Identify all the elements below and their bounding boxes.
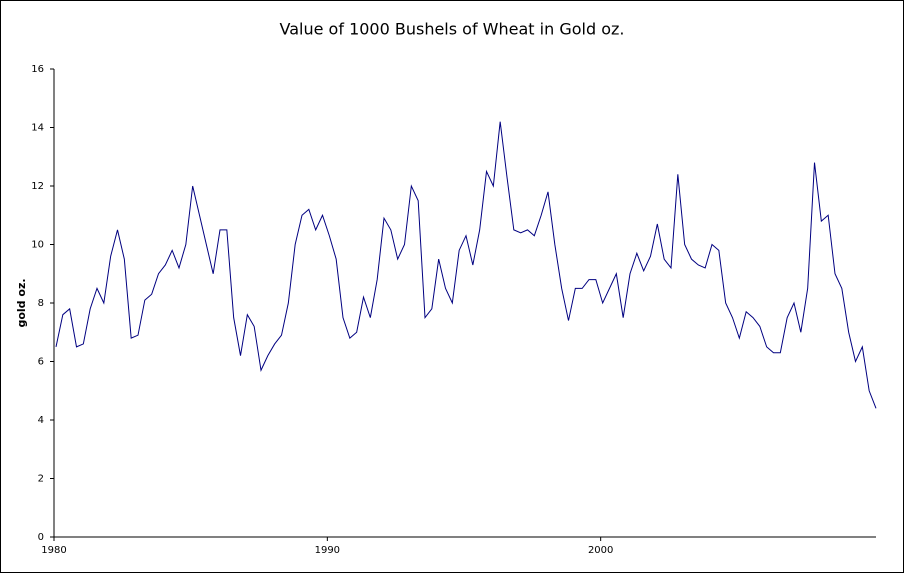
y-tick-label: 0	[38, 532, 44, 543]
data-line	[55, 121, 877, 409]
chart-title: Value of 1000 Bushels of Wheat in Gold o…	[280, 20, 625, 39]
x-tick-label: 1990	[315, 545, 340, 556]
y-tick-label: 6	[38, 357, 44, 368]
x-tick-label: 1980	[41, 545, 66, 556]
y-tick-label: 16	[31, 64, 44, 75]
y-tick-label: 10	[31, 240, 44, 251]
y-tick-label: 4	[38, 415, 44, 426]
y-tick-label: 12	[31, 181, 44, 192]
y-tick-label: 2	[38, 474, 44, 485]
y-tick-label: 8	[38, 298, 44, 309]
y-axis-label: gold oz.	[15, 278, 28, 327]
y-tick-label: 14	[31, 123, 44, 134]
x-tick-label: 2000	[588, 545, 613, 556]
